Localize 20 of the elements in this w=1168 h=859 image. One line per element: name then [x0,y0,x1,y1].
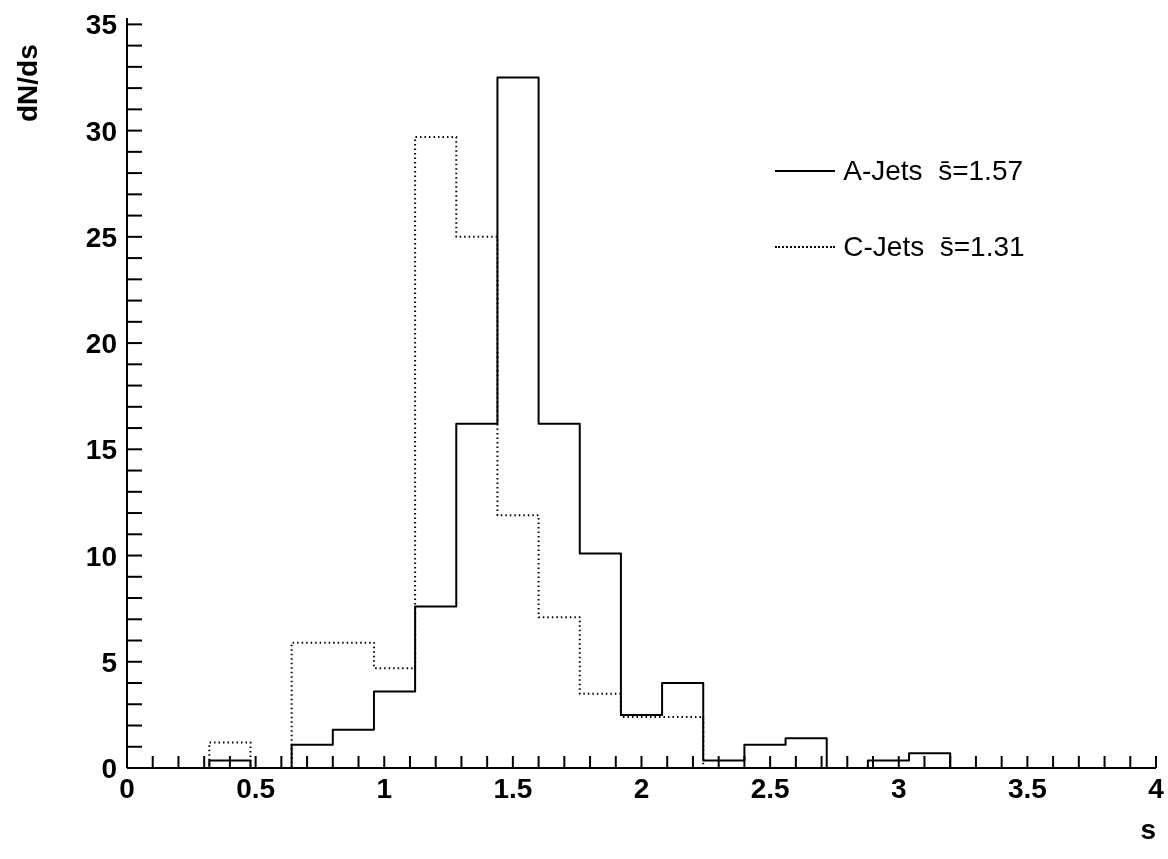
x-tick-label: 2 [633,773,650,804]
y-tick-label: 35 [85,9,117,41]
x-axis-title: s [1140,814,1156,846]
y-tick-label: 20 [85,328,117,360]
legend-label: A-Jets s̄=1.57 [843,155,1024,187]
x-tick-label: 1.5 [493,773,533,804]
y-tick-label: 15 [85,434,117,466]
y-tick-label: 10 [85,540,117,572]
y-tick-label: 0 [101,753,117,784]
y-tick-label: 30 [85,115,117,147]
x-tick-label: 3 [890,773,907,804]
x-tick-label: 3.5 [1007,773,1047,804]
y-tick-label: 25 [85,221,117,253]
y-axis-title: dN/ds [12,44,44,122]
y-tick-label: 5 [101,646,117,678]
x-tick-label: 1 [376,773,393,804]
legend-label: C-Jets s̄=1.31 [843,231,1025,263]
x-tick-label: 2.5 [750,773,790,804]
x-tick-label: 4 [1148,773,1165,804]
x-tick-label: 0.5 [236,773,276,804]
